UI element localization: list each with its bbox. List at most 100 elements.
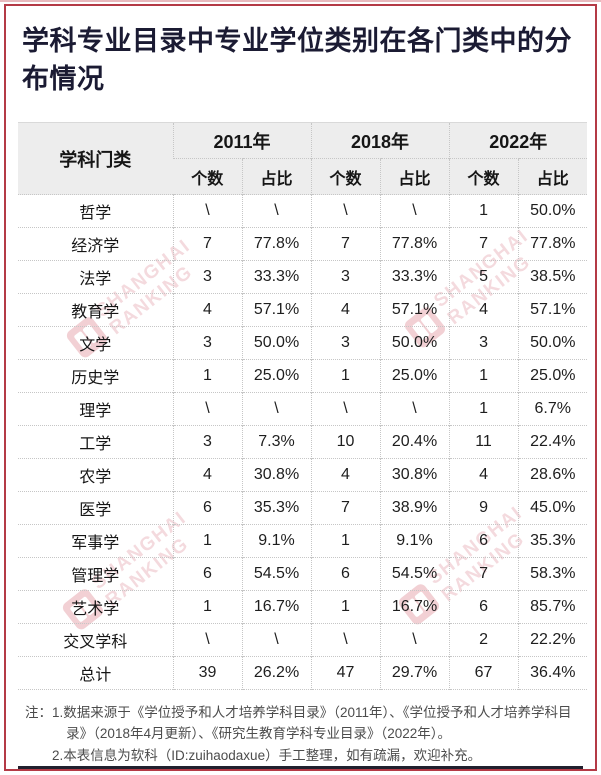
row-category: 工学 [79, 436, 112, 453]
row-value: 30.8% [379, 458, 450, 492]
row-value: \ [172, 194, 242, 228]
row-value: 54.5% [379, 557, 450, 591]
row-value: 6 [310, 557, 380, 591]
row-value: 25.0% [241, 359, 311, 393]
row-value: 77.8% [241, 227, 311, 261]
row-value: 3 [448, 326, 519, 360]
row-value: 1 [172, 524, 242, 558]
row-value: 25.0% [517, 359, 588, 393]
row-category: 管理学 [71, 568, 120, 585]
row-value: 50.0% [517, 326, 588, 360]
row-value: 77.8% [379, 227, 450, 261]
row-value: 39 [172, 656, 242, 690]
row-value: 9.1% [241, 524, 311, 558]
row-category: 总计 [79, 667, 112, 684]
row-value: 7 [172, 227, 242, 261]
row-value: 36.4% [517, 656, 588, 690]
row-value: 26.2% [241, 656, 311, 690]
table-row: 交叉学科 \ \ \ \ 2 22.2% [18, 623, 588, 657]
row-value: 3 [172, 260, 242, 294]
row-value: \ [310, 392, 380, 426]
table-row: 历史学 1 25.0% 1 25.0% 1 25.0% [18, 359, 588, 393]
row-category: 交叉学科 [63, 634, 128, 651]
table-row: 军事学 1 9.1% 1 9.1% 6 35.3% [18, 524, 588, 558]
row-value: \ [310, 623, 380, 657]
row-value: 1 [172, 590, 242, 624]
row-value: 85.7% [517, 590, 588, 624]
row-value: 1 [172, 359, 242, 393]
col-header-share: 占比 [241, 158, 311, 195]
row-value: 4 [172, 293, 242, 327]
row-value: 11 [448, 425, 519, 459]
footnote-item-2: 2.本表信息为软科（ID:zuihaodaxue）手工整理，如有疏漏，欢迎补充。 [52, 747, 482, 763]
row-value: 4 [172, 458, 242, 492]
row-value: 50.0% [379, 326, 450, 360]
row-value: 22.4% [517, 425, 588, 459]
row-value: 20.4% [379, 425, 450, 459]
row-value: 57.1% [379, 293, 450, 327]
row-category: 历史学 [71, 370, 120, 387]
row-value: 4 [310, 458, 380, 492]
row-category: 理学 [79, 403, 112, 420]
row-value: 29.7% [379, 656, 450, 690]
row-value: \ [241, 392, 311, 426]
table-row: 法学 3 33.3% 3 33.3% 5 38.5% [18, 260, 588, 294]
row-value: \ [241, 623, 311, 657]
col-header-count: 个数 [310, 158, 380, 195]
row-value: 50.0% [517, 194, 588, 228]
row-value: 54.5% [241, 557, 311, 591]
col-header-count: 个数 [173, 158, 242, 195]
row-value: 1 [310, 359, 380, 393]
row-value: 5 [448, 260, 519, 294]
row-value: 47 [310, 656, 380, 690]
col-group-2022: 2022年 [448, 122, 588, 159]
row-category: 教育学 [71, 304, 120, 321]
row-value: 6 [172, 557, 242, 591]
row-value: 35.3% [241, 491, 311, 525]
row-value: 33.3% [379, 260, 450, 294]
row-value: 7 [310, 227, 380, 261]
table-row: 艺术学 1 16.7% 1 16.7% 6 85.7% [18, 590, 588, 624]
row-value: 30.8% [241, 458, 311, 492]
footnote-prefix: 注： [25, 705, 52, 720]
distribution-table: 学科门类 2011年 2018年 2022年 个数 占比 个数 占比 个数 占比… [18, 122, 588, 690]
row-value: 2 [448, 623, 519, 657]
row-value: 7 [448, 557, 519, 591]
table-row: 教育学 4 57.1% 4 57.1% 4 57.1% [18, 293, 588, 327]
row-value: 22.2% [517, 623, 588, 657]
row-category: 经济学 [71, 238, 120, 255]
col-header-share: 占比 [379, 158, 450, 195]
table-row: 管理学 6 54.5% 6 54.5% 7 58.3% [18, 557, 588, 591]
row-value: 35.3% [517, 524, 588, 558]
row-value: 58.3% [517, 557, 588, 591]
row-value: 57.1% [517, 293, 588, 327]
row-value: 7 [448, 227, 519, 261]
row-value: 4 [310, 293, 380, 327]
table-row: 理学 \ \ \ \ 1 6.7% [18, 392, 588, 426]
row-value: 16.7% [241, 590, 311, 624]
row-category: 法学 [79, 271, 112, 288]
row-value: 4 [448, 293, 519, 327]
row-value: 10 [310, 425, 380, 459]
table-body: 哲学 \ \ \ \ 1 50.0% 经济学 7 77.8% 7 77.8% 7 77.8% 法学 3 33.3… [18, 194, 588, 690]
table-row: 农学 4 30.8% 4 30.8% 4 28.6% [18, 458, 588, 492]
row-value: 33.3% [241, 260, 311, 294]
row-value: 4 [448, 458, 519, 492]
table-row: 哲学 \ \ \ \ 1 50.0% [18, 194, 588, 228]
col-header-count: 个数 [448, 158, 519, 195]
row-category: 文学 [79, 337, 112, 354]
row-value: 50.0% [241, 326, 311, 360]
row-category: 哲学 [79, 205, 112, 222]
row-value: 1 [448, 194, 519, 228]
row-value: 3 [310, 326, 380, 360]
row-value: 28.6% [517, 458, 588, 492]
row-value: 25.0% [379, 359, 450, 393]
row-value: 3 [310, 260, 380, 294]
row-value: 38.9% [379, 491, 450, 525]
top-edge-tint [0, 0, 601, 2]
row-value: 67 [448, 656, 519, 690]
row-category: 农学 [79, 469, 112, 486]
row-category: 军事学 [71, 535, 120, 552]
row-value: 45.0% [517, 491, 588, 525]
table-row: 医学 6 35.3% 7 38.9% 9 45.0% [18, 491, 588, 525]
